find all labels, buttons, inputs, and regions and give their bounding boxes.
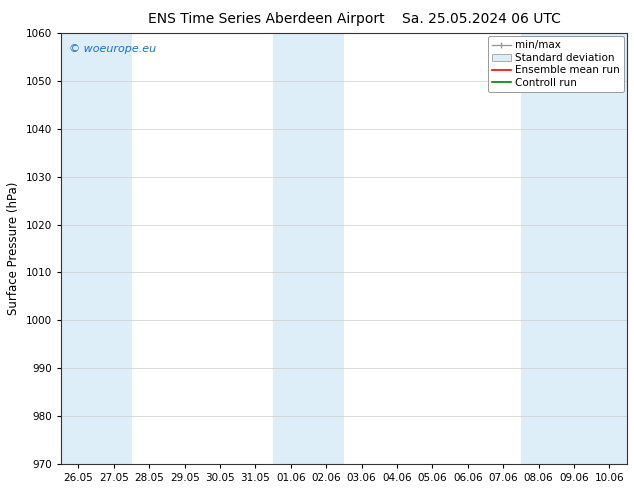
Bar: [521, 33, 627, 464]
Y-axis label: Surface Pressure (hPa): Surface Pressure (hPa): [7, 182, 20, 315]
Text: ENS Time Series Aberdeen Airport: ENS Time Series Aberdeen Airport: [148, 12, 385, 26]
Bar: [61, 33, 132, 464]
Text: Sa. 25.05.2024 06 UTC: Sa. 25.05.2024 06 UTC: [403, 12, 561, 26]
Text: © woeurope.eu: © woeurope.eu: [69, 44, 157, 54]
Legend: min/max, Standard deviation, Ensemble mean run, Controll run: min/max, Standard deviation, Ensemble me…: [488, 36, 624, 92]
Bar: [273, 33, 344, 464]
